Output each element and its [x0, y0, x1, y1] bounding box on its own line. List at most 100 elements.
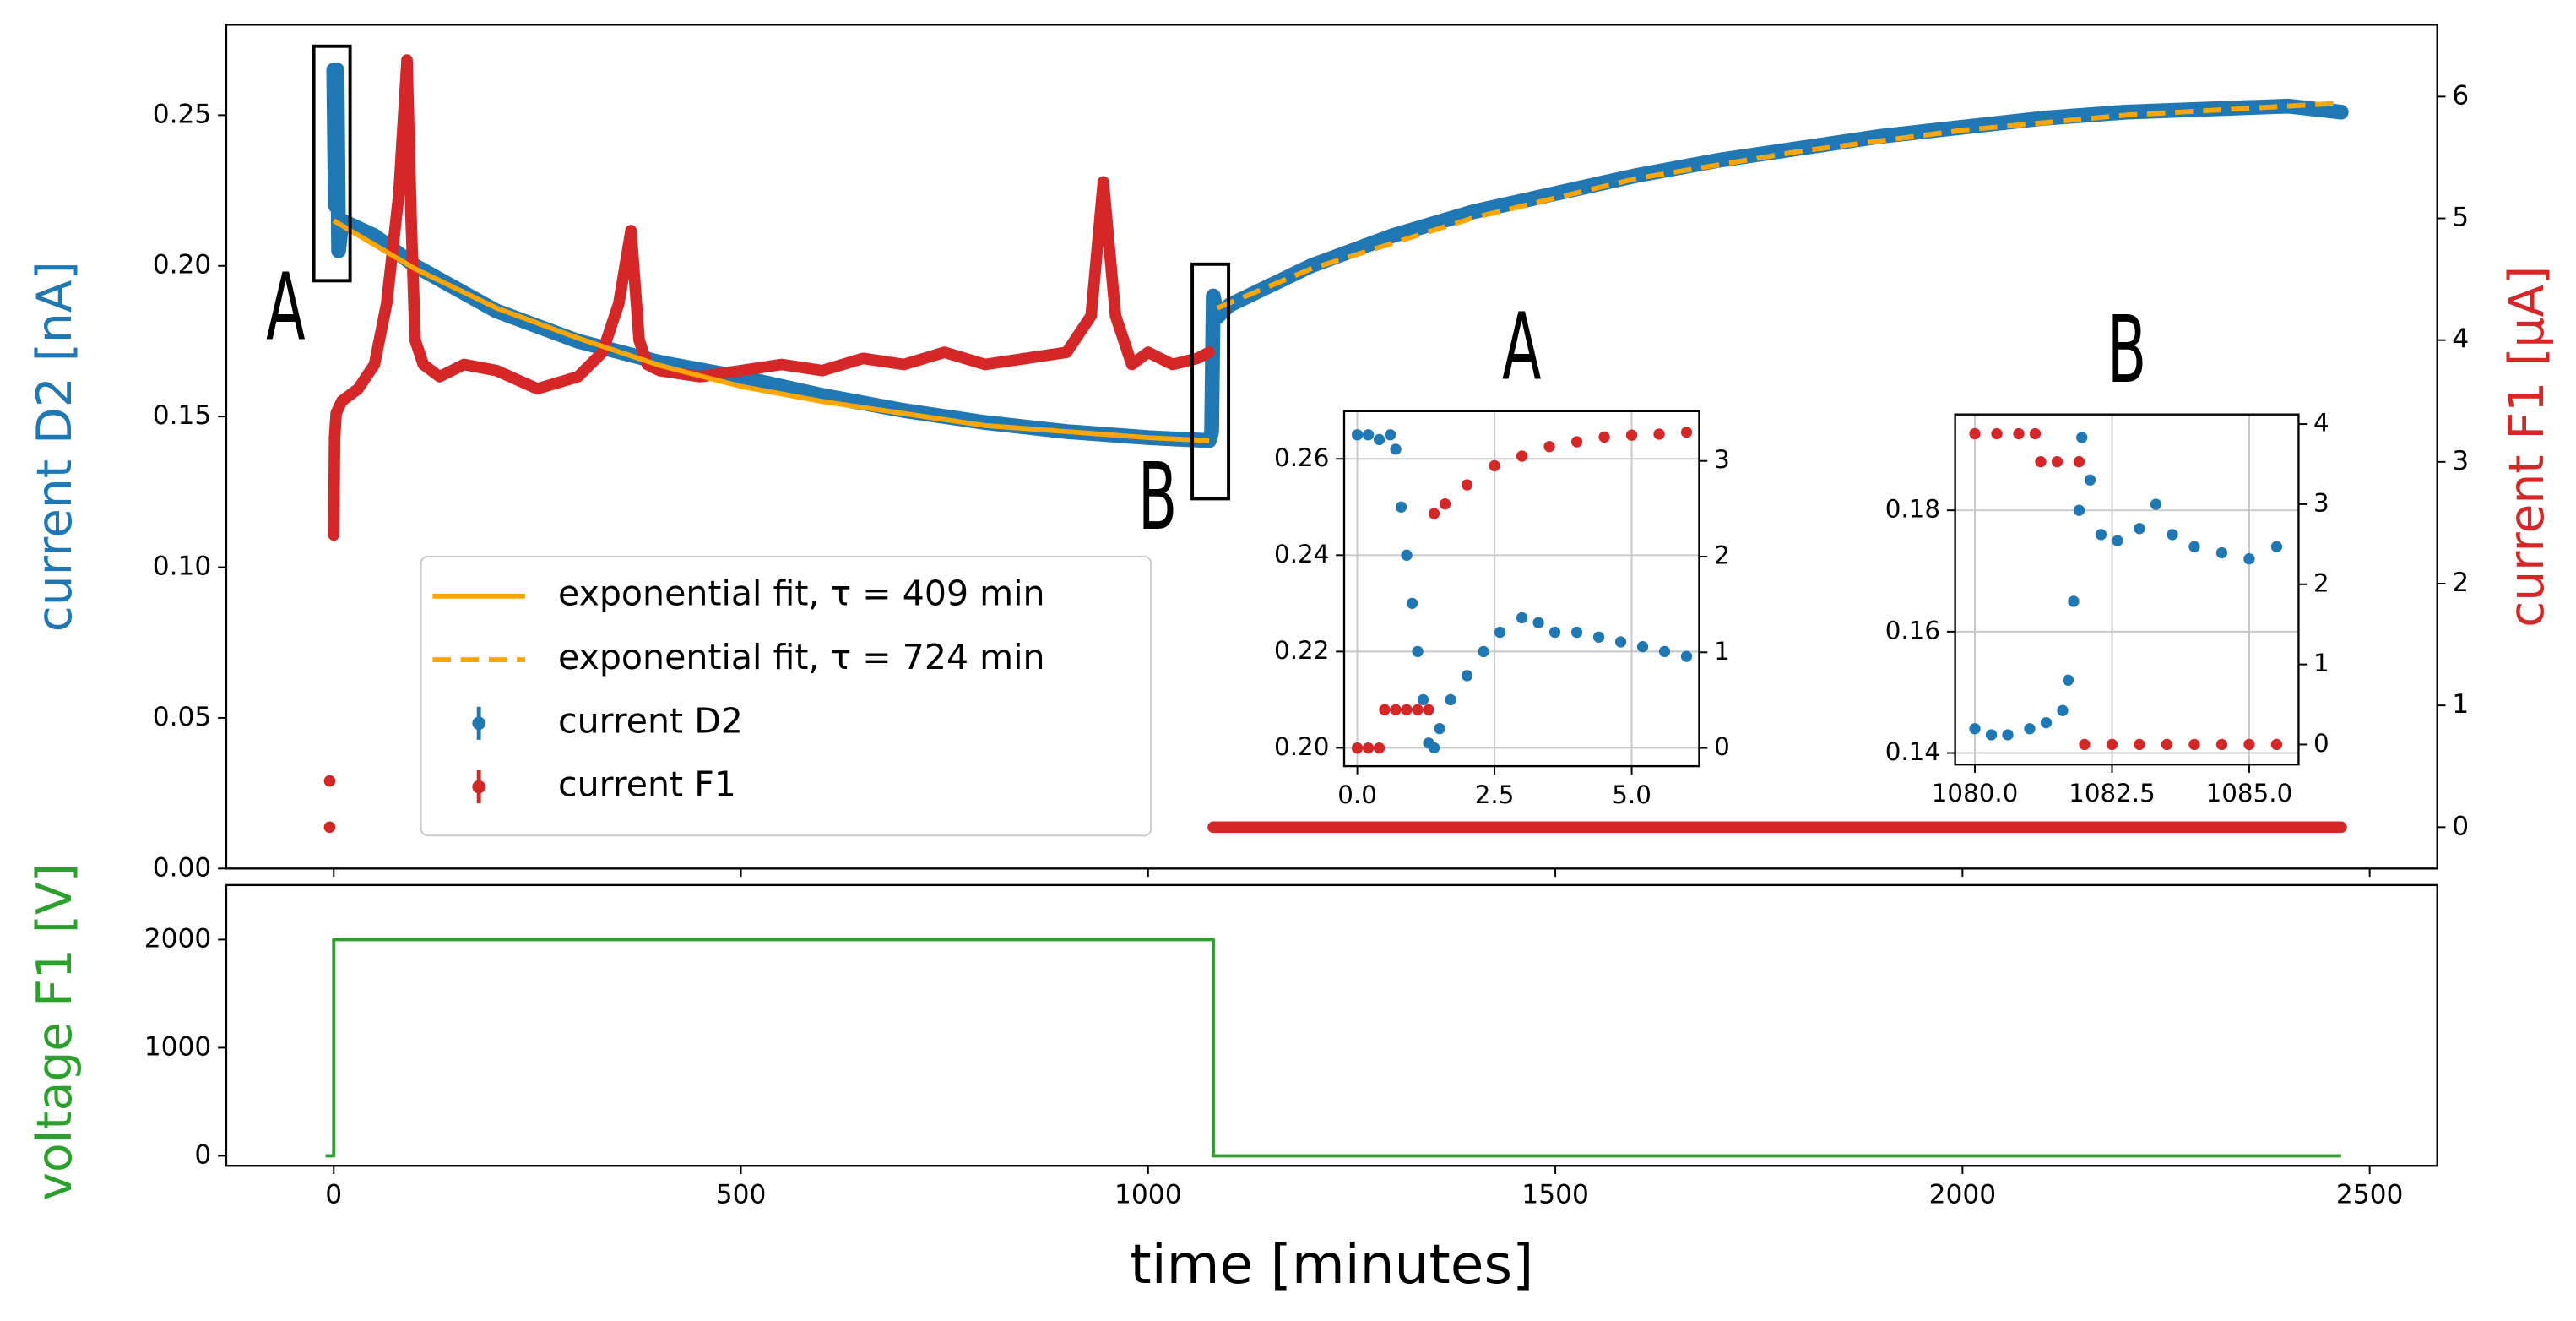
data-point	[2002, 729, 2014, 741]
data-point	[2167, 529, 2178, 541]
data-point	[1680, 650, 1693, 662]
data-series	[323, 54, 2347, 834]
y-axis-label: voltage F1 [V]	[27, 863, 83, 1200]
data-point	[2062, 674, 2074, 686]
y-tick-label: 0.25	[153, 99, 212, 129]
x-tick-label: 5.0	[1612, 780, 1651, 809]
data-point	[2057, 704, 2069, 716]
data-point	[1461, 479, 1473, 491]
data-point	[2150, 498, 2162, 510]
data-point	[2013, 427, 2025, 440]
data-point	[2243, 553, 2255, 565]
y2-tick-label: 1	[2452, 689, 2469, 720]
y2-tick-label: 1	[1714, 637, 1730, 666]
data-series	[326, 63, 2349, 448]
data-point	[1379, 704, 1391, 715]
data-point	[2073, 504, 2085, 516]
data-point	[2040, 716, 2053, 729]
x-tick-label: 1080.0	[1932, 779, 2019, 807]
plot-panel: 1080.0 1082.5 1085.0 0.14 0.16 0.18 0 1 2 3 4 B	[1885, 296, 2329, 807]
data-point	[1390, 704, 1402, 715]
plot-background	[1955, 414, 2299, 765]
x-tick-label: 1000	[1114, 1179, 1182, 1210]
y2-tick-label: 3	[1714, 445, 1730, 474]
y2-tick-label: 5	[2452, 203, 2469, 233]
data-point	[1428, 508, 1440, 519]
y-tick-label: 0.22	[1274, 636, 1329, 665]
data-point	[1680, 427, 1693, 438]
data-point	[1395, 501, 1407, 513]
data-point	[1406, 597, 1418, 609]
x-axis-label: time [minutes]	[1130, 1233, 1533, 1297]
y2-tick-label: 6	[2452, 80, 2469, 111]
data-line	[332, 218, 1210, 443]
legend-label: current D2	[558, 700, 743, 741]
data-point	[1592, 631, 1605, 643]
data-point	[1532, 617, 1544, 628]
data-point	[1412, 704, 1424, 715]
data-point	[2188, 738, 2200, 751]
data-point	[2079, 738, 2091, 751]
data-point	[1969, 723, 1981, 735]
data-point	[1991, 427, 2003, 440]
data-point	[2095, 529, 2107, 541]
y-tick-label: 0.20	[153, 250, 212, 280]
y2-tick-label: 2	[2452, 568, 2469, 598]
y2-axis-label: current F1 [μA]	[2499, 266, 2555, 628]
data-point	[1625, 429, 1638, 441]
legend-box	[420, 555, 1152, 837]
data-point	[2076, 432, 2088, 443]
data-point	[2243, 738, 2255, 751]
y-tick-label: 0.16	[1885, 616, 1940, 644]
y2-tick-label: 2	[1714, 541, 1730, 570]
data-point	[1614, 636, 1627, 648]
data-point	[1417, 693, 1429, 706]
y-tick-label: 0.24	[1274, 540, 1329, 568]
data-point	[1494, 626, 1506, 639]
data-point	[1516, 450, 1528, 462]
data-point	[1439, 498, 1451, 510]
plot-background	[225, 884, 2438, 1166]
data-point	[2024, 723, 2036, 735]
data-point	[1461, 670, 1473, 682]
y-tick-label: 0.20	[1274, 732, 1329, 761]
data-point	[1373, 433, 1386, 446]
data-point	[1478, 645, 1489, 658]
legend-label: current F1	[558, 764, 736, 805]
data-point	[1384, 429, 1396, 441]
y2-tick-label: 3	[2313, 488, 2329, 517]
data-point	[1412, 645, 1424, 658]
data-point	[1362, 429, 1375, 441]
data-point	[2029, 427, 2042, 440]
series-group	[323, 54, 2349, 834]
data-point	[2215, 738, 2228, 751]
series-group	[1351, 427, 1693, 754]
data-point	[1969, 427, 1981, 440]
data-point	[1401, 549, 1413, 561]
y2-tick-label: 4	[2452, 324, 2469, 355]
y2-tick-label: 1	[2313, 649, 2329, 677]
y-tick-label: 0.15	[153, 400, 212, 431]
data-point	[2188, 541, 2200, 552]
y-tick-label: 0.05	[153, 702, 212, 732]
data-point	[2134, 738, 2145, 751]
legend-handle	[472, 716, 485, 731]
highlight-box	[312, 44, 352, 283]
data-point	[1373, 742, 1386, 754]
data-point	[2215, 546, 2228, 559]
data-point	[1390, 443, 1402, 455]
data-point	[1570, 436, 1583, 448]
data-line	[325, 938, 2341, 1158]
y2-tick-label: 0	[2452, 811, 2469, 841]
data-point	[1351, 429, 1364, 441]
y-tick-label: 0.00	[153, 852, 212, 883]
x-tick-label: 500	[716, 1179, 767, 1210]
data-point	[2051, 456, 2064, 468]
legend-label: exponential fit, τ = 724 min	[558, 637, 1045, 677]
data-point	[1351, 742, 1364, 754]
y-tick-label: 0.18	[1885, 495, 1940, 524]
data-point	[1570, 626, 1583, 639]
data-point	[1548, 626, 1561, 639]
y-tick-label: 2000	[144, 923, 212, 954]
